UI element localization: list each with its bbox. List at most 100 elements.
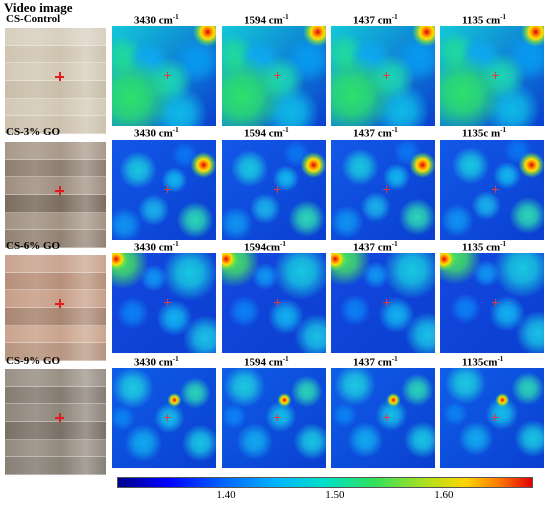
wavenumber-text: 1437 cm (353, 356, 392, 369)
wavenumber-unit-exponent: -1 (500, 13, 507, 21)
ir-intensity-map (112, 26, 216, 126)
image-tile-strip (5, 116, 106, 134)
image-tile-strip (5, 45, 106, 64)
sample-label: CS-6% GO (6, 240, 61, 252)
crosshair-marker (55, 72, 64, 81)
wavenumber-text: 3430 cm (134, 356, 173, 369)
ir-intensity-map (112, 140, 216, 240)
wavenumber-text: 3430 cm (134, 241, 173, 254)
wavenumber-label: 1594cm-1 (244, 240, 286, 254)
sample-label: CS-3% GO (6, 126, 61, 138)
ir-intensity-map (112, 368, 216, 468)
sample-label: CS-9% GO (6, 355, 61, 367)
image-tile-strip (5, 439, 106, 458)
wavenumber-unit-exponent: -1 (282, 13, 289, 21)
image-tile-strip (5, 98, 106, 117)
crosshair-marker (492, 414, 499, 421)
image-tile-strip (5, 28, 106, 46)
crosshair-marker (383, 414, 390, 421)
wavenumber-unit-exponent: -1 (391, 355, 398, 363)
wavenumber-label: 3430 cm-1 (134, 13, 179, 27)
wavenumber-text: 1135cm (462, 356, 498, 369)
wavenumber-unit-exponent: -1 (172, 240, 179, 248)
crosshair-marker (492, 186, 499, 193)
ir-intensity-map (331, 253, 435, 353)
wavenumber-label: 1594 cm-1 (244, 126, 289, 140)
wavenumber-label: 1437 cm-1 (353, 126, 398, 140)
video-image (5, 28, 106, 134)
wavenumber-unit-exponent: -1 (280, 240, 286, 248)
colorbar-tick-label: 1.60 (434, 489, 454, 501)
wavenumber-label: 1594 cm-1 (244, 13, 289, 27)
wavenumber-label: 1135 cm-1 (462, 13, 506, 27)
wavenumber-text: 3430 cm (134, 127, 173, 140)
wavenumber-text: 1437 cm (353, 241, 392, 254)
figure-title: Video image (4, 0, 73, 15)
crosshair-marker (164, 186, 171, 193)
wavenumber-label: 1437 cm-1 (353, 355, 398, 369)
image-tile-strip (5, 404, 106, 422)
video-image (5, 142, 106, 248)
ir-intensity-map (222, 140, 326, 240)
wavenumber-unit-exponent: -1 (172, 126, 179, 134)
wavenumber-unit-exponent: -1 (282, 355, 289, 363)
crosshair-marker (274, 72, 281, 79)
crosshair-marker (274, 186, 281, 193)
wavenumber-label: 3430 cm-1 (134, 355, 179, 369)
image-tile-strip (5, 343, 106, 361)
ir-intensity-map (112, 253, 216, 353)
wavenumber-unit-exponent: -1 (500, 240, 507, 248)
colorbar-tick-label: 1.40 (216, 489, 236, 501)
wavenumber-unit-exponent: -1 (391, 126, 398, 134)
ir-intensity-map (331, 368, 435, 468)
image-tile-strip (5, 194, 106, 213)
image-tile-strip (5, 63, 106, 81)
ir-intensity-map (222, 368, 326, 468)
crosshair-marker (492, 72, 499, 79)
wavenumber-text: 1437 cm (353, 127, 392, 140)
crosshair-marker (55, 299, 64, 308)
colorbar-tick-label: 1.50 (325, 489, 345, 501)
wavenumber-text: 3430 cm (134, 14, 173, 27)
ir-intensity-map (331, 26, 435, 126)
wavenumber-label: 1135 cm-1 (462, 240, 506, 254)
image-tile-strip (5, 177, 106, 195)
ir-intensity-map (222, 26, 326, 126)
image-tile-strip (5, 457, 106, 475)
wavenumber-label: 1437 cm-1 (353, 13, 398, 27)
crosshair-marker (164, 72, 171, 79)
video-image (5, 255, 106, 361)
image-tile-strip (5, 80, 106, 99)
wavenumber-unit-exponent: -1 (391, 240, 398, 248)
wavenumber-unit-exponent: -1 (172, 13, 179, 21)
image-tile-strip (5, 142, 106, 160)
image-tile-strip (5, 159, 106, 178)
crosshair-marker (383, 186, 390, 193)
wavenumber-unit-exponent: -1 (391, 13, 398, 21)
image-tile-strip (5, 212, 106, 231)
ir-intensity-map (440, 140, 544, 240)
wavenumber-unit-exponent: -1 (500, 126, 507, 134)
wavenumber-label: 3430 cm-1 (134, 126, 179, 140)
crosshair-marker (383, 299, 390, 306)
crosshair-marker (55, 413, 64, 422)
wavenumber-label: 3430 cm-1 (134, 240, 179, 254)
image-tile-strip (5, 386, 106, 405)
crosshair-marker (383, 72, 390, 79)
wavenumber-label: 1135cm-1 (462, 355, 503, 369)
crosshair-marker (164, 299, 171, 306)
ir-intensity-map (222, 253, 326, 353)
color-scale-bar (117, 477, 533, 488)
image-tile-strip (5, 307, 106, 326)
crosshair-marker (274, 299, 281, 306)
ir-intensity-map (440, 26, 544, 126)
wavenumber-text: 1594 cm (244, 127, 283, 140)
image-tile-strip (5, 290, 106, 308)
image-tile-strip (5, 369, 106, 387)
image-tile-strip (5, 325, 106, 344)
crosshair-marker (55, 186, 64, 195)
wavenumber-text: 1135c m (462, 127, 501, 140)
wavenumber-unit-exponent: -1 (282, 126, 289, 134)
crosshair-marker (492, 299, 499, 306)
ir-intensity-map (440, 253, 544, 353)
